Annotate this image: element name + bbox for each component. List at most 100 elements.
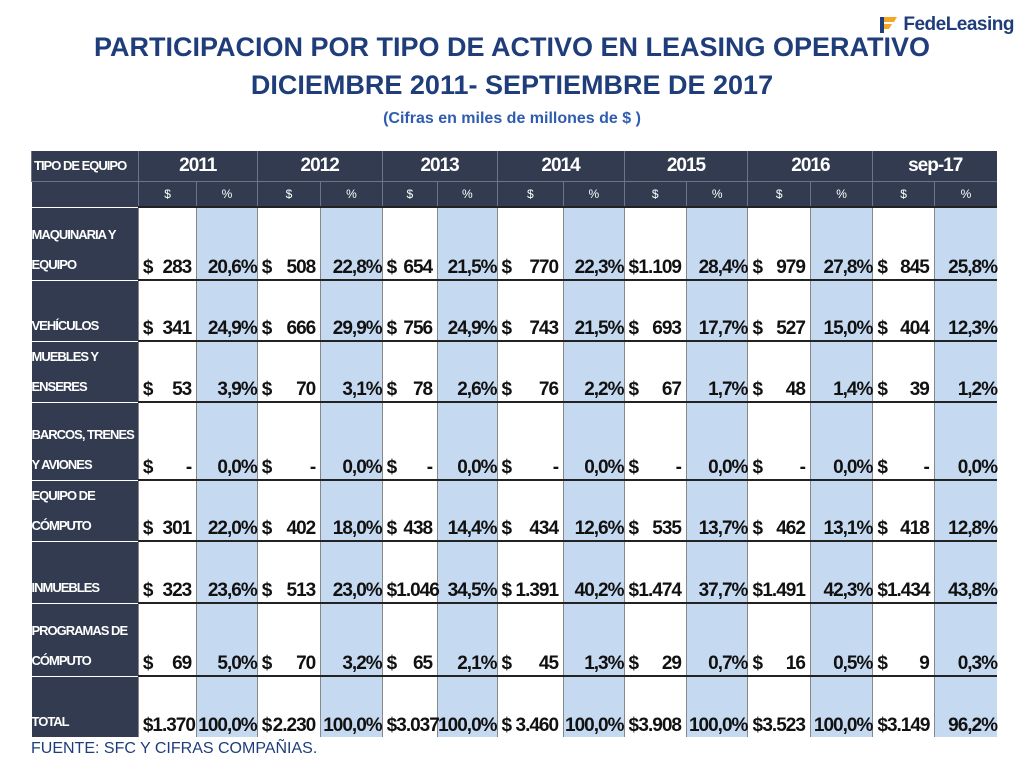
- value-amount: 527: [776, 318, 806, 339]
- fedeleasing-logo: FedeLeasing: [877, 14, 1014, 36]
- subheader-money: $: [747, 180, 811, 207]
- value-cell: $1.474: [623, 540, 687, 603]
- percent-cell: 100,0%: [685, 675, 748, 737]
- percent-cell: 14,4%: [437, 479, 498, 541]
- value-cell: $1.370: [137, 675, 197, 737]
- header-year: 2014: [496, 151, 624, 181]
- percent-cell: 43,8%: [933, 540, 998, 603]
- value-cell: $29: [623, 602, 687, 676]
- subheader-pct: %: [320, 180, 383, 207]
- percent-cell: 2,1%: [437, 602, 498, 676]
- percent-cell: 2,6%: [437, 340, 498, 402]
- percent-cell: 34,5%: [437, 540, 498, 603]
- currency-sign: $: [628, 715, 640, 736]
- value-cell: $693: [623, 279, 687, 341]
- percent-cell: 18,0%: [320, 479, 383, 541]
- table-row: INMUEBLES $323 23,6% $513 23,0% $1.046 34,5% $1…: [31, 540, 998, 603]
- percent-cell: 12,3%: [933, 279, 998, 341]
- value-cell: $53: [137, 340, 197, 402]
- value-cell: $9: [872, 602, 935, 676]
- value-amount: 508: [286, 257, 317, 278]
- percent-cell: 37,7%: [685, 540, 748, 603]
- value-amount: 1.491: [762, 580, 806, 601]
- value-amount: 76: [538, 379, 559, 400]
- currency-sign: $: [142, 653, 154, 674]
- value-amount: 45: [538, 653, 559, 674]
- subheader-money: $: [623, 180, 687, 207]
- value-cell: $69: [137, 602, 197, 676]
- percent-cell: 28,4%: [685, 206, 748, 280]
- percent-cell: 22,8%: [320, 206, 383, 280]
- currency-sign: $: [261, 653, 273, 674]
- value-amount: 65: [412, 653, 433, 674]
- percent-cell: 2,2%: [563, 340, 625, 402]
- value-cell: $301: [137, 479, 197, 541]
- value-cell: $65: [381, 602, 438, 676]
- percent-cell: 100,0%: [809, 675, 873, 737]
- percent-cell: 24,9%: [196, 279, 258, 341]
- percent-cell: 40,2%: [563, 540, 625, 603]
- subtitle: (Cifras en miles de millones de $ ): [383, 110, 641, 127]
- table-row: MUEBLES Y ENSERES $53 3,9% $70 3,1% $78 2,6% $7…: [31, 340, 998, 402]
- value-amount: 462: [776, 518, 806, 539]
- value-cell: $654: [381, 206, 438, 280]
- value-cell: $2.230: [256, 675, 321, 737]
- value-amount: -: [185, 457, 192, 478]
- currency-sign: $: [501, 457, 513, 478]
- header-year: 2015: [623, 151, 748, 181]
- value-cell: $535: [623, 479, 687, 541]
- currency-sign: $: [752, 318, 763, 339]
- percent-cell: 1,4%: [809, 340, 873, 402]
- table-row: PROGRAMAS DE CÓMPUTO $69 5,0% $70 3,2% $65 2,1…: [31, 602, 998, 676]
- value-amount: 1.474: [638, 580, 682, 601]
- value-cell: $ -: [496, 401, 564, 480]
- value-cell: $462: [747, 479, 811, 541]
- table-row: EQUIPO DE CÓMPUTO $301 22,0% $402 18,0% $438 1…: [31, 479, 998, 541]
- percent-cell: 0,0%: [437, 401, 498, 480]
- currency-sign: $: [261, 318, 273, 339]
- row-label: VEHÍCULOS: [31, 279, 139, 341]
- value-amount: 434: [529, 518, 559, 539]
- table-row: MAQUINARIA Y EQUIPO $283 20,6% $508 22,8% $65…: [31, 206, 998, 280]
- currency-sign: $: [628, 257, 640, 278]
- currency-sign: $: [501, 518, 513, 539]
- header-year: 2013: [381, 151, 498, 181]
- subheader-pct: %: [563, 180, 624, 207]
- percent-cell: 23,0%: [320, 540, 383, 603]
- value-cell: $70: [256, 340, 321, 402]
- percent-cell: 22,0%: [196, 479, 258, 541]
- subheader-money: $: [496, 180, 564, 207]
- value-amount: 756: [403, 318, 433, 339]
- value-cell: $1.491: [747, 540, 811, 603]
- value-cell: $ -: [747, 401, 811, 480]
- subheader-pct: %: [809, 180, 873, 207]
- leasing-table: TIPO DE EQUIPO 2011 2012 2013 2014 2015 …: [31, 151, 998, 737]
- value-cell: $283: [137, 206, 197, 280]
- currency-sign: $: [877, 457, 888, 478]
- value-cell: $527: [747, 279, 811, 341]
- percent-cell: 5,0%: [196, 602, 258, 676]
- value-amount: 1.109: [638, 257, 682, 278]
- currency-sign: $: [501, 379, 513, 400]
- percent-cell: 100,0%: [196, 675, 258, 737]
- currency-sign: $: [628, 379, 640, 400]
- percent-cell: 13,7%: [685, 479, 748, 541]
- currency-sign: $: [386, 379, 398, 400]
- value-amount: 3.523: [762, 715, 806, 736]
- value-amount: 1.391: [515, 580, 560, 601]
- subheader-pct: %: [196, 180, 258, 207]
- header-year: 2011: [137, 151, 258, 181]
- percent-cell: 0,3%: [933, 602, 998, 676]
- value-cell: $438: [381, 479, 438, 541]
- value-amount: 743: [529, 318, 559, 339]
- currency-sign: $: [386, 318, 398, 339]
- subheader-blank: [31, 180, 139, 207]
- row-label: MUEBLES Y ENSERES: [31, 340, 139, 402]
- row-label: MAQUINARIA Y EQUIPO: [31, 206, 139, 280]
- value-amount: 654: [403, 257, 433, 278]
- currency-sign: $: [752, 653, 763, 674]
- value-cell: $323: [137, 540, 197, 603]
- subheader-money: $: [137, 180, 197, 207]
- subheader-pct: %: [437, 180, 498, 207]
- currency-sign: $: [628, 518, 640, 539]
